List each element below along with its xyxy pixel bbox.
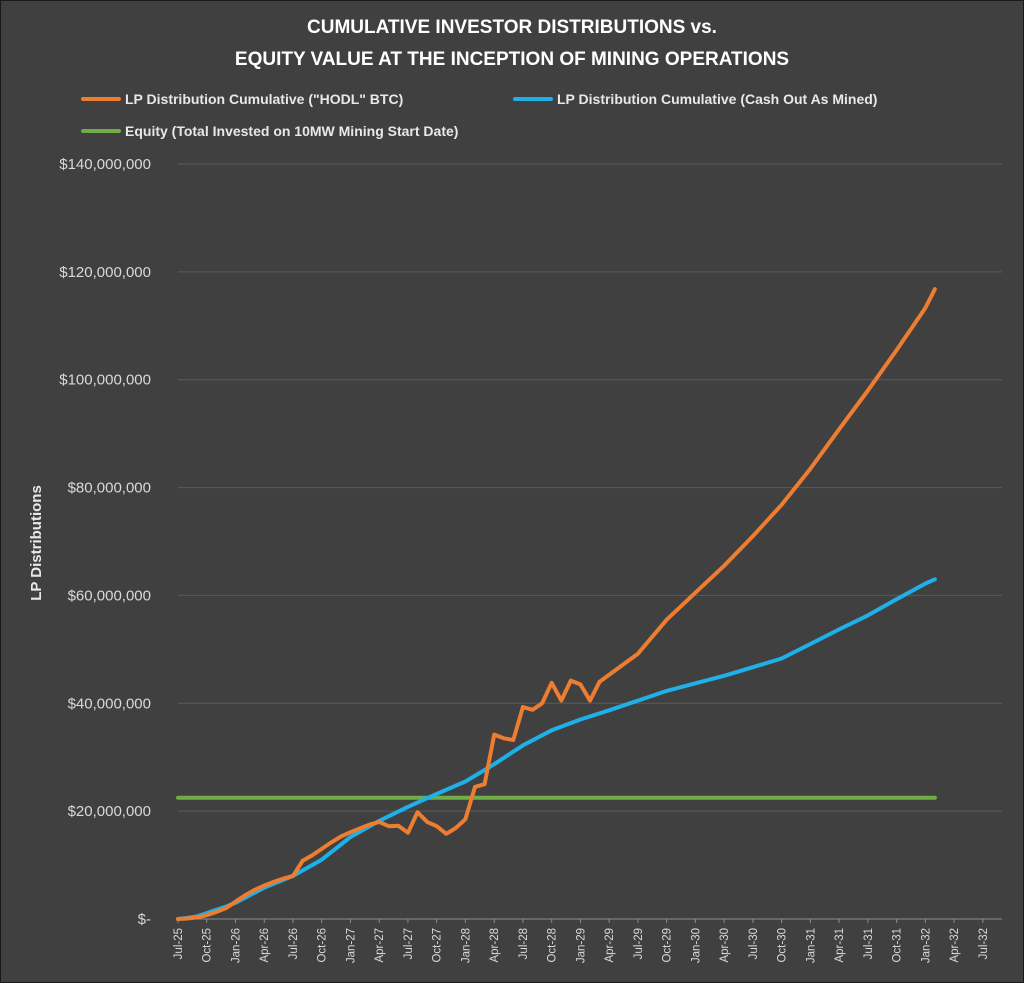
legend-label-cash-out: LP Distribution Cumulative (Cash Out As … bbox=[557, 91, 877, 107]
x-tick-label: Oct-28 bbox=[547, 928, 559, 963]
y-tick-label: $80,000,000 bbox=[68, 480, 151, 497]
x-tick-label: Apr-32 bbox=[949, 928, 961, 963]
x-tick-label: Jul-27 bbox=[403, 928, 415, 959]
x-tick-label: Jul-30 bbox=[748, 928, 760, 959]
x-tick-label: Jul-26 bbox=[288, 928, 300, 959]
y-tick-label: $60,000,000 bbox=[68, 587, 151, 604]
x-tick-label: Jan-29 bbox=[575, 928, 587, 963]
y-tick-label: $120,000,000 bbox=[59, 264, 151, 281]
grid-layer bbox=[178, 163, 1002, 920]
x-tick-label: Jan-31 bbox=[805, 928, 817, 963]
x-tick-label: Apr-31 bbox=[834, 928, 846, 963]
x-tick-layer: Jul-25 Oct-25 Jan-26 Apr-26 Jul-26 Oct-26 Jan-… bbox=[173, 919, 990, 963]
x-tick-label: Apr-28 bbox=[489, 928, 501, 963]
x-tick-label: Oct-27 bbox=[432, 928, 444, 963]
y-tick-layer: $- $20,000,000 $40,000,000 $60,000,000 $80,0… bbox=[59, 156, 151, 928]
x-tick-label: Apr-30 bbox=[719, 928, 731, 963]
x-tick-label: Jan-32 bbox=[920, 928, 932, 963]
series-layer bbox=[176, 287, 937, 921]
y-tick-label: $- bbox=[138, 911, 151, 928]
x-tick-label: Apr-27 bbox=[374, 928, 386, 963]
chart-title-line-1: CUMULATIVE INVESTOR DISTRIBUTIONS vs. bbox=[307, 17, 717, 38]
y-tick-label: $100,000,000 bbox=[59, 372, 151, 389]
x-tick-label: Jul-28 bbox=[518, 928, 530, 959]
x-tick-label: Apr-29 bbox=[604, 928, 616, 963]
x-tick-label: Oct-26 bbox=[317, 928, 329, 963]
x-tick-label: Jan-28 bbox=[460, 928, 472, 963]
x-tick-label: Oct-30 bbox=[777, 928, 789, 963]
x-tick-label: Oct-25 bbox=[202, 928, 214, 963]
x-tick-label: Jan-27 bbox=[345, 928, 357, 963]
x-tick-label: Jan-30 bbox=[690, 928, 702, 963]
x-tick-label: Oct-31 bbox=[892, 928, 904, 963]
x-tick-label: Jul-31 bbox=[863, 928, 875, 959]
chart-title-line-2: EQUITY VALUE AT THE INCEPTION OF MINING … bbox=[235, 49, 789, 70]
y-tick-label: $40,000,000 bbox=[68, 695, 151, 712]
legend-label-equity: Equity (Total Invested on 10MW Mining St… bbox=[125, 123, 458, 139]
series-line-cash-out bbox=[176, 577, 937, 921]
legend: LP Distribution Cumulative ("HODL" BTC) … bbox=[81, 91, 877, 139]
y-tick-label: $20,000,000 bbox=[68, 803, 151, 820]
x-tick-label: Jan-26 bbox=[230, 928, 242, 963]
x-tick-label: Jul-32 bbox=[978, 928, 990, 959]
x-tick-label: Jul-25 bbox=[173, 928, 185, 959]
series-line-hodl bbox=[176, 287, 937, 921]
legend-label-hodl: LP Distribution Cumulative ("HODL" BTC) bbox=[125, 91, 403, 107]
x-tick-label: Jul-29 bbox=[633, 928, 645, 959]
y-tick-label: $140,000,000 bbox=[59, 156, 151, 173]
x-tick-label: Apr-26 bbox=[259, 928, 271, 963]
y-axis-label: LP Distributions bbox=[28, 485, 45, 601]
x-tick-label: Oct-29 bbox=[662, 928, 674, 963]
